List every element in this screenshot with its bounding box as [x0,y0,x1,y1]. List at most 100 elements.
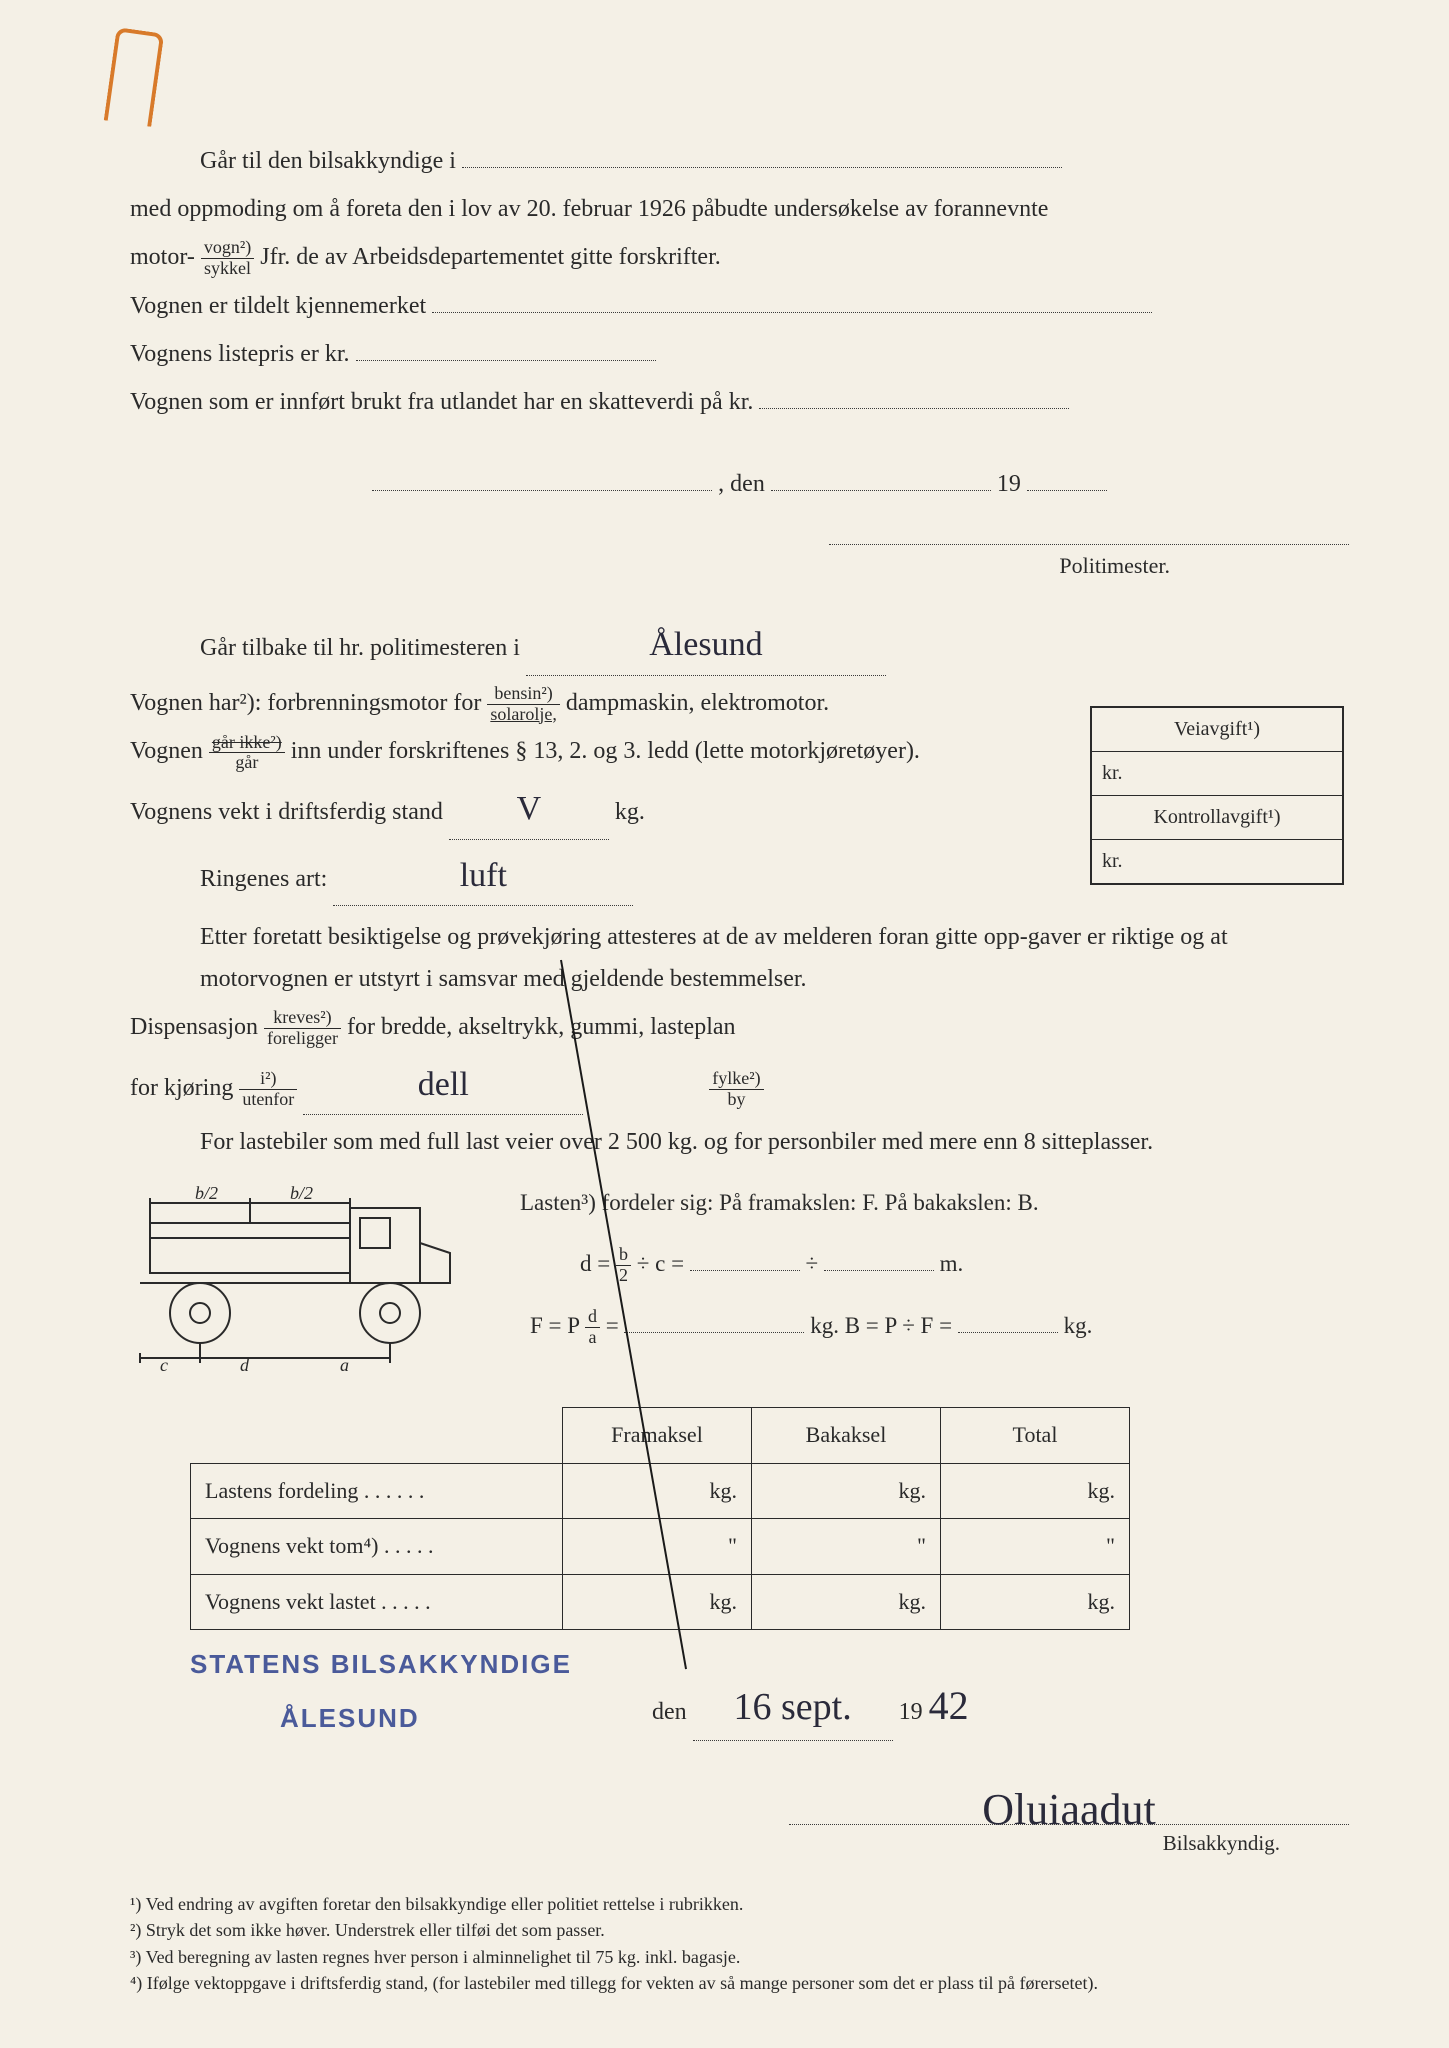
handwritten-v: V [449,779,609,840]
cell: " [941,1519,1130,1575]
svg-text:b/2: b/2 [195,1183,218,1203]
veiavgift-kr: kr. [1092,752,1342,796]
load-formulas: Lasten³) fordeler sig: På framakslen: F.… [520,1183,1349,1347]
text-den: , den [718,471,765,497]
cell: " [752,1519,941,1575]
fraction-da: d a [585,1307,600,1348]
line-oppmoding: med oppmoding om å foreta den i lov av 2… [130,188,1349,230]
kontrollavgift-label: Kontrollavgift¹) [1092,796,1342,840]
footnote-4: ⁴) Ifølge vektoppgave i driftsferdig sta… [130,1971,1349,1995]
text: Vognen har²): forbrenningsmotor for [130,690,487,716]
footnotes: ¹) Ved endring av avgiften foretar den b… [130,1892,1349,1995]
signature-date-row: den 16 sept. 19 42 [652,1671,969,1742]
text: motor- [130,244,195,270]
row-label: Vognens vekt lastet . . . . . [191,1574,563,1630]
blank-field [372,463,712,490]
text: Vognen er tildelt kjennemerket [130,293,426,319]
cell: kg. [752,1463,941,1519]
blank-field [771,463,991,490]
line-kjennemerke: Vognen er tildelt kjennemerket [130,285,1349,327]
text: Vognen [130,738,209,764]
fraction-kreves: kreves²) foreligger [264,1008,341,1049]
lastebiler-paragraph: For lastebiler som med full last veier o… [130,1121,1349,1163]
blank-field [1027,463,1107,490]
text: inn under forskriftenes § 13, 2. og 3. l… [291,738,920,764]
col-framaksel: Framaksel [563,1408,752,1464]
cell: " [563,1519,752,1575]
blank-field [958,1306,1058,1332]
fraction-fylke-by: fylke²) by [709,1069,763,1110]
fraction-vogn-sykkel: vogn²) sykkel [201,238,254,279]
cell: kg. [563,1574,752,1630]
text-19: 19 [997,471,1021,497]
line-motor: motor- vogn²) sykkel Jfr. de av Arbeidsd… [130,236,1349,279]
text: Går til den bilsakkyndige i [200,148,456,174]
fraction-gar: går ikke²) går [209,733,285,774]
text: Går tilbake til hr. politimesteren i [200,635,520,661]
date-row: , den 19 [130,463,1349,505]
line-dispensasjon: Dispensasjon kreves²) foreligger for bre… [130,1006,1349,1049]
footnote-2: ²) Stryk det som ikke høver. Understrek … [130,1918,1349,1942]
table-row: Lastens fordeling . . . . . . kg. kg. kg… [191,1463,1130,1519]
handwritten-luft: luft [333,846,633,907]
line-skatteverdi: Vognen som er innført brukt fra utlandet… [130,381,1349,423]
empty-header [191,1408,563,1464]
svg-text:c: c [160,1355,168,1373]
politimester-label: Politimester. [130,547,1400,586]
attestation-paragraph: Etter foretatt besiktigelse og prøvekjør… [130,916,1349,1000]
fee-box: Veiavgift¹) kr. Kontrollavgift¹) kr. [1090,706,1344,885]
table-header-row: Framaksel Bakaksel Total [191,1408,1130,1464]
veiavgift-label: Veiavgift¹) [1092,708,1342,752]
svg-text:b/2: b/2 [290,1183,313,1203]
kontrollavgift-kr: kr. [1092,840,1342,883]
text-den: den [652,1699,687,1725]
formula-f: F = P d a = kg. B = P ÷ F = kg. [520,1306,1349,1348]
handwritten-city: Ålesund [526,615,886,676]
line-listepris: Vognens listepris er kr. [130,333,1349,375]
footnote-3: ³) Ved beregning av lasten regnes hver p… [130,1945,1349,1969]
unit-kg: kg. [615,799,645,825]
orange-clip-mark [104,27,165,127]
cell: kg. [941,1463,1130,1519]
table-row: Vognens vekt lastet . . . . . kg. kg. kg… [191,1574,1130,1630]
text: Vognen som er innført brukt fra utlandet… [130,389,753,415]
row-label: Lastens fordeling . . . . . . [191,1463,563,1519]
handwritten-date: 16 sept. [693,1674,893,1742]
bilsakkyndig-label: Bilsakkyndig. [130,1825,1449,1862]
blank-field [624,1306,804,1332]
blank-field [432,285,1152,312]
fraction-fuel: bensin²) solarolje, [487,684,559,725]
handwritten-dell: dell [303,1055,583,1116]
text: for kjøring [130,1075,239,1101]
text: dampmaskin, elektromotor. [566,690,829,716]
text: Dispensasjon [130,1014,264,1040]
col-bakaksel: Bakaksel [752,1408,941,1464]
blank-field [462,141,1062,168]
text: Ringenes art: [200,866,327,892]
blank-field [690,1244,800,1270]
text: Jfr. de av Arbeidsdepartementet gitte fo… [260,244,721,270]
line-bilsakkyndige: Går til den bilsakkyndige i [130,140,1349,182]
truck-formula-row: b/2 b/2 c d a Lasten³) fordeler sig: På … [130,1183,1349,1387]
svg-text:d: d [240,1355,250,1373]
blank-field [759,381,1069,408]
signature: Oluiaadut [789,1771,1349,1825]
text-19: 19 [899,1699,923,1725]
signature-line [829,515,1349,545]
text: Vognens vekt i driftsferdig stand [130,799,443,825]
formula-d: d = b 2 ÷ c = ÷ m. [520,1244,1349,1286]
blank-field [824,1244,934,1270]
text: Vognens listepris er kr. [130,341,350,367]
text: for bredde, akseltrykk, gummi, lasteplan [347,1014,736,1040]
row-label: Vognens vekt tom⁴) . . . . . [191,1519,563,1575]
load-intro: Lasten³) fordeler sig: På framakslen: F.… [520,1183,1349,1223]
cell: kg. [752,1574,941,1630]
line-kjoring: for kjøring i²) utenfor dell fylke²) by [130,1055,1349,1116]
blank-field [356,333,656,360]
cell: kg. [941,1574,1130,1630]
svg-text:a: a [340,1355,349,1373]
handwritten-year: 42 [929,1683,969,1728]
fraction-i-utenfor: i²) utenfor [239,1069,297,1110]
stamp-line1: STATENS BILSAKKYNDIGE [190,1642,572,1688]
stamp-line2: ÅLESUND [280,1696,572,1742]
